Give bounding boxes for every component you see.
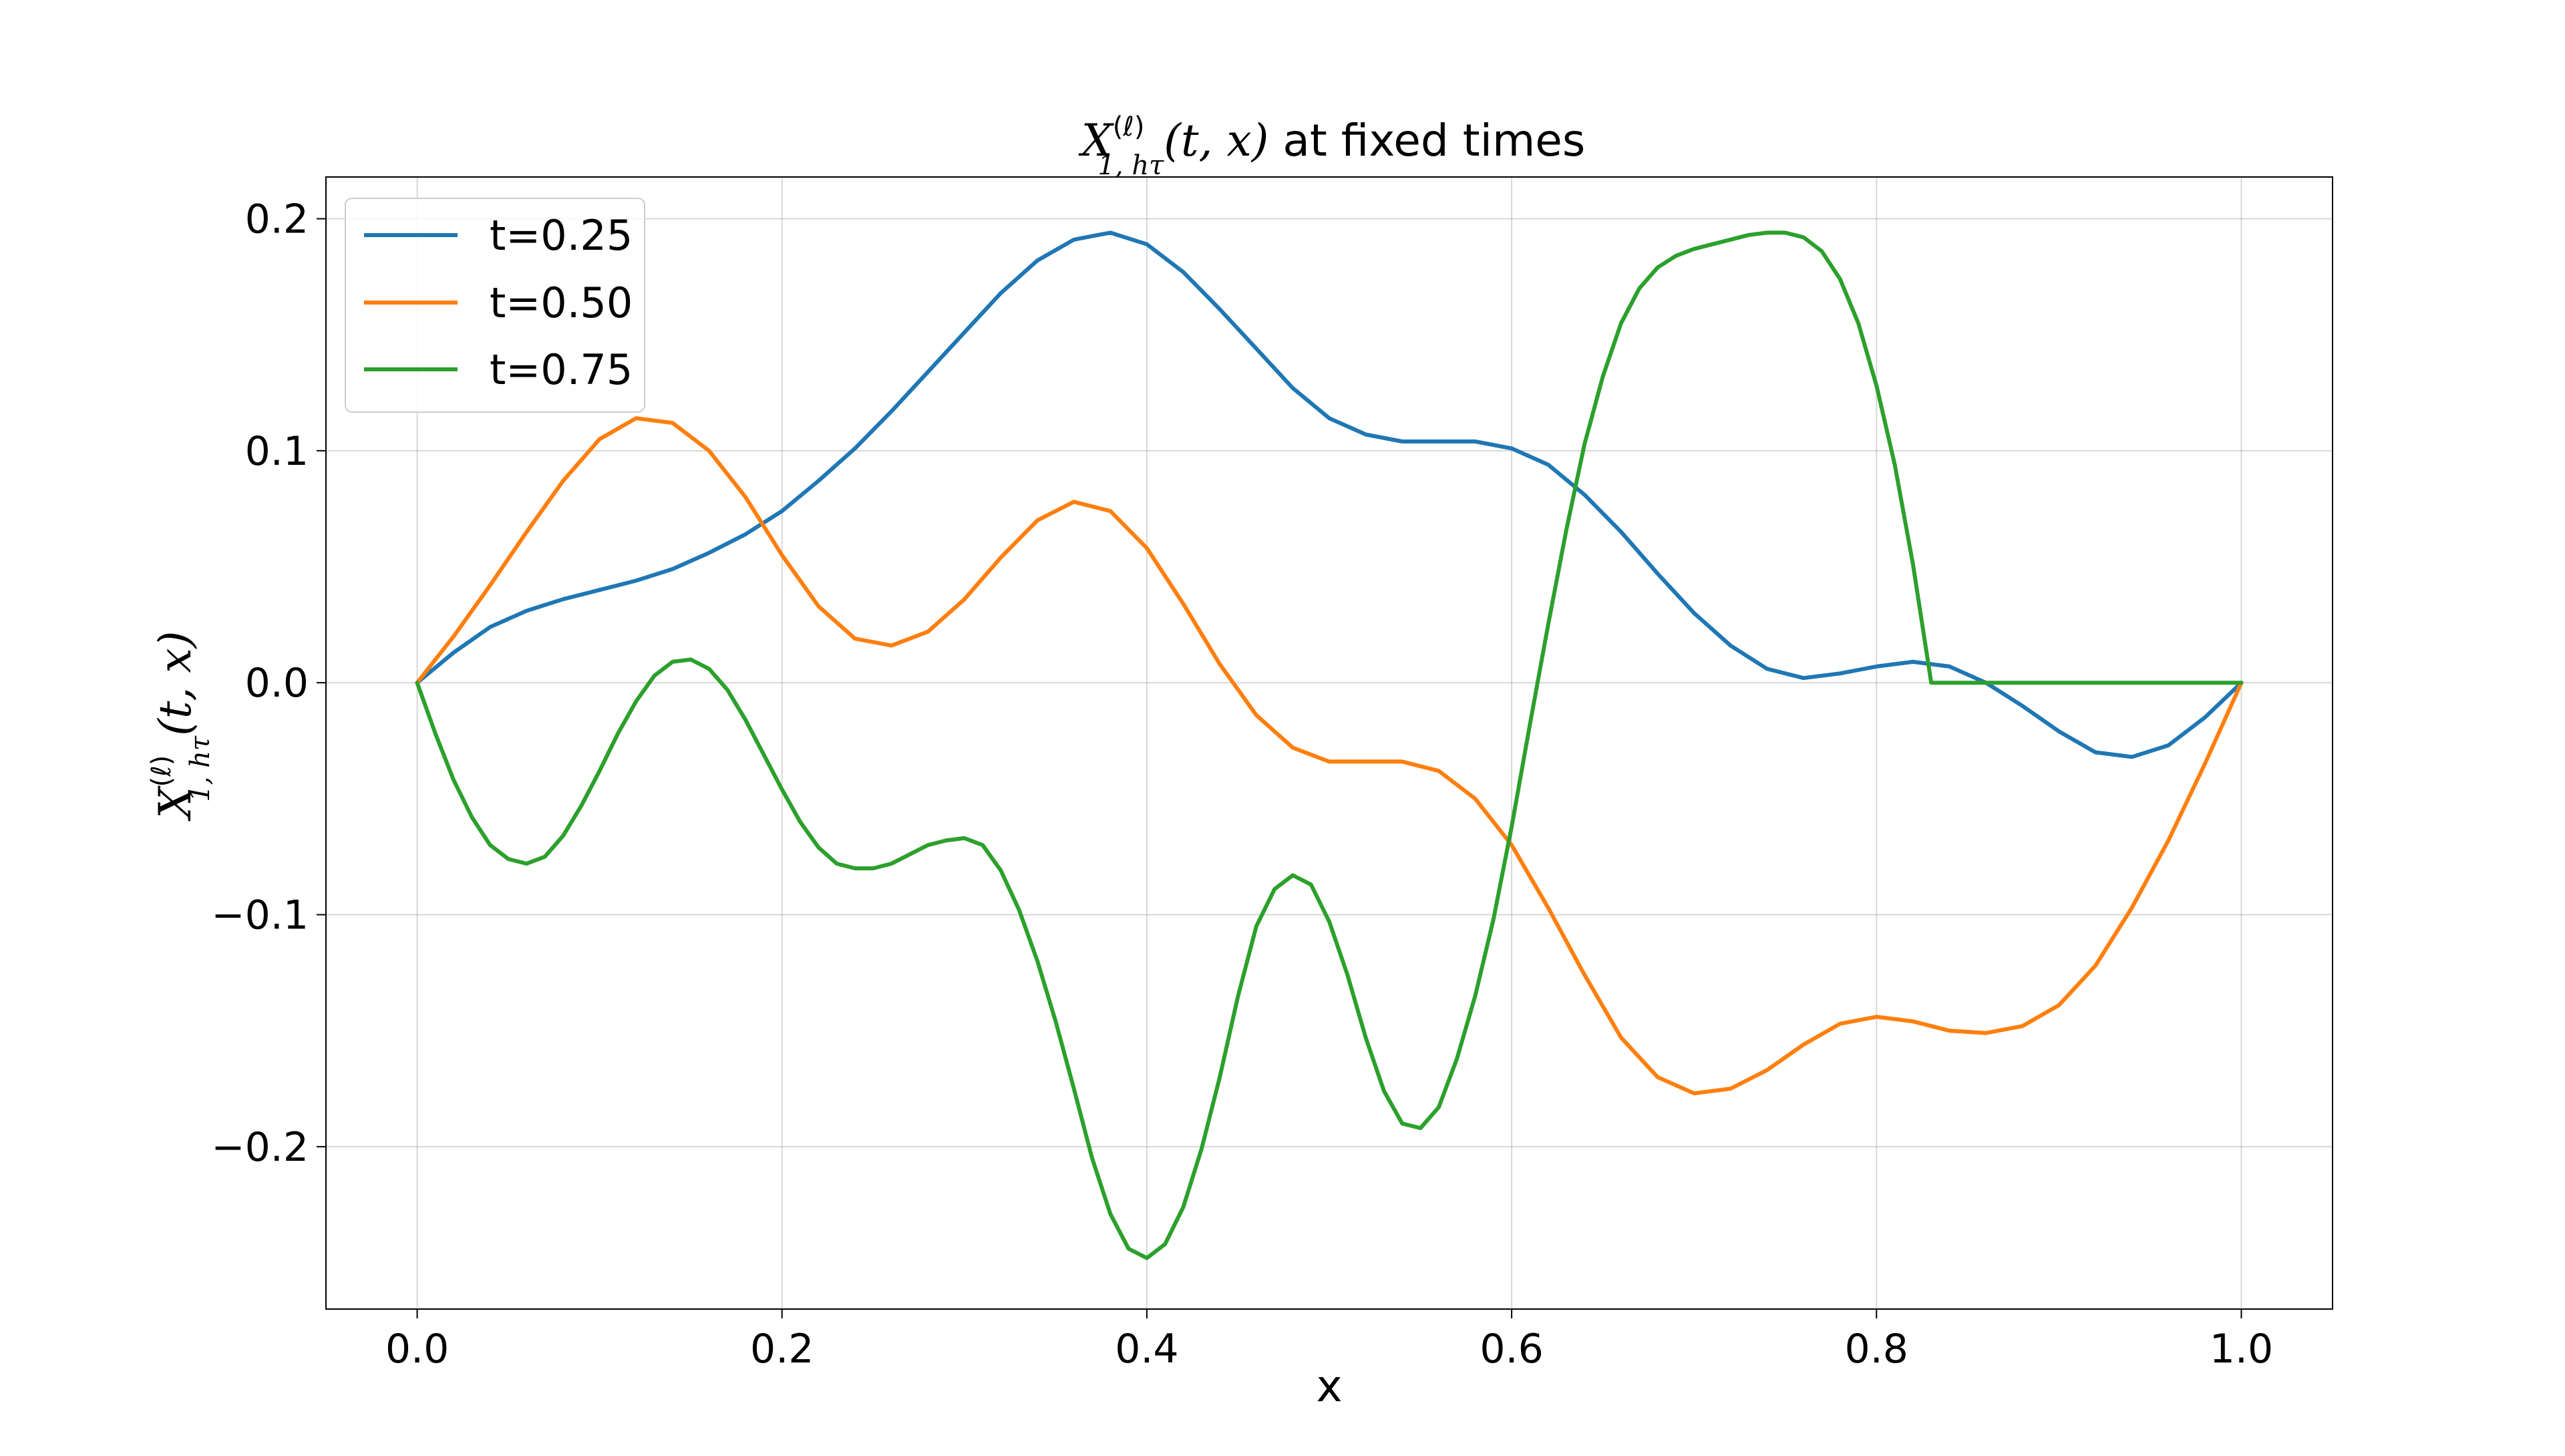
y-tick-label: −0.1 [211, 892, 309, 939]
title-symbol: X [1078, 115, 1115, 166]
title-suffix: at fixed times [1268, 115, 1585, 166]
y-axis-label: X(ℓ) 1, hτ(t, x) [146, 631, 216, 822]
title-superscript: (ℓ) [1113, 112, 1145, 142]
y-tick-label: 0.0 [245, 660, 309, 707]
x-tick-label: 0.2 [750, 1326, 814, 1373]
x-tick-label: 0.0 [385, 1326, 449, 1373]
legend-label-t050: t=0.50 [490, 279, 633, 327]
x-tick-label: 0.8 [1845, 1326, 1908, 1373]
title-subscript: 1, hτ [1097, 150, 1164, 181]
legend-box [345, 198, 645, 413]
legend: t=0.25 t=0.50 t=0.75 [345, 198, 645, 413]
y-tick-label: 0.1 [245, 428, 309, 475]
series-line-t025 [415, 230, 2244, 759]
x-tick-label: 0.4 [1115, 1326, 1178, 1373]
legend-label-t075: t=0.75 [490, 345, 633, 394]
legend-label-t025: t=0.25 [490, 211, 633, 260]
x-tick-label: 0.6 [1480, 1326, 1543, 1373]
chart-title: X(ℓ) 1, hτ(t, x) at fixed times [1078, 112, 1586, 181]
y-label-args: (t, x) [150, 631, 201, 736]
series-line-t075 [415, 230, 2244, 1260]
x-axis-label: x [1316, 1360, 1342, 1412]
series-layer [415, 230, 2244, 1260]
axis-ticks: 0.0 0.2 0.4 0.6 0.8 1.0 −0.2 −0.1 0.0 0.1 0.2 [211, 196, 2273, 1373]
x-tick-label: 1.0 [2210, 1326, 2273, 1373]
plot-area-frame [325, 176, 2333, 1310]
y-label-subscript: 1, hτ [185, 735, 216, 802]
y-tick-label: 0.2 [245, 196, 309, 243]
title-args: (t, x) [1164, 115, 1268, 166]
y-label-symbol: X [150, 785, 201, 822]
y-tick-label: −0.2 [211, 1124, 309, 1171]
y-label-superscript: (ℓ) [146, 755, 177, 787]
series-line-t050 [415, 416, 2244, 1095]
